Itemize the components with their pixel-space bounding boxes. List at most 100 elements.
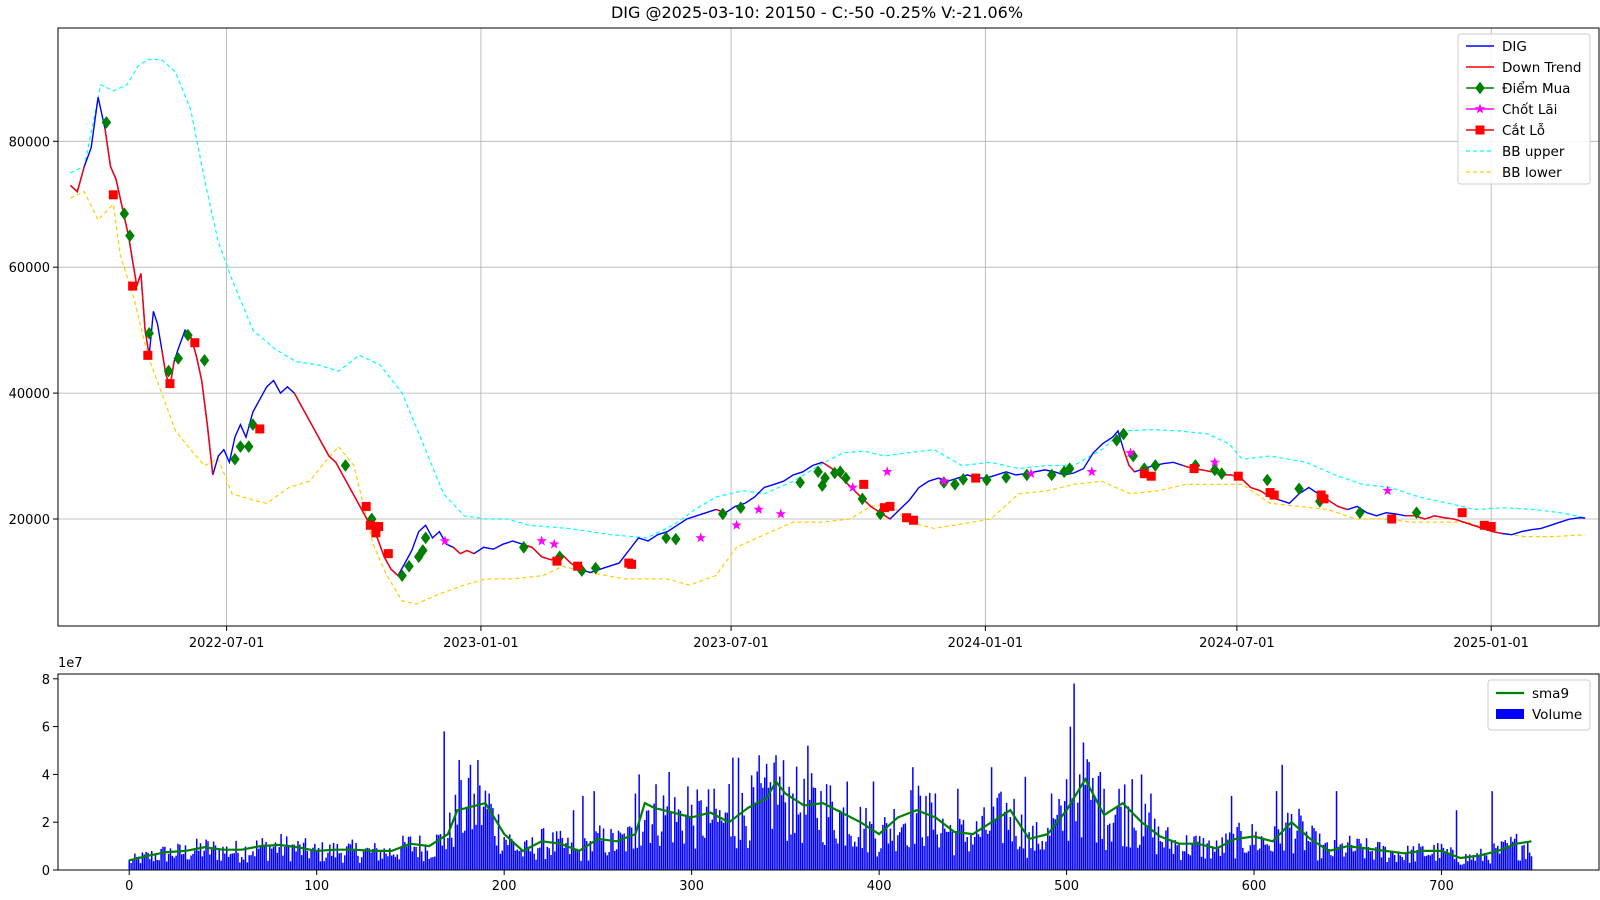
volume-bar — [1122, 846, 1124, 870]
volume-bar — [372, 848, 374, 870]
volume-bar — [679, 810, 682, 870]
volume-bar — [617, 830, 620, 870]
volume-bar — [377, 860, 380, 870]
volume-bar — [741, 792, 744, 870]
volume-bar — [934, 793, 937, 870]
volume-bar — [557, 838, 560, 870]
volume-bar — [544, 859, 547, 870]
volume-bar — [394, 857, 397, 870]
volume-bar — [297, 841, 299, 870]
down-trend-segment — [69, 166, 85, 193]
volume-bar — [857, 837, 860, 870]
volume-bar — [329, 844, 331, 870]
volume-bar — [332, 842, 335, 870]
volume-bar — [426, 850, 429, 870]
buy-point-marker — [1355, 506, 1365, 520]
buy-point-marker — [661, 531, 671, 545]
volume-bar — [666, 806, 669, 870]
volume-bar — [805, 814, 807, 870]
volume-bar — [1373, 859, 1375, 870]
volume-bar — [878, 851, 880, 870]
volume-bar — [932, 829, 935, 870]
volume-bar — [690, 804, 693, 870]
volume-bar — [1018, 846, 1021, 870]
volume-bar — [1095, 842, 1098, 870]
volume-bar — [1048, 835, 1051, 870]
volume-bar — [1114, 814, 1117, 870]
down-trend-segment — [452, 546, 475, 555]
volume-bar — [321, 842, 324, 870]
volume-bar — [762, 787, 764, 870]
volume-bar — [147, 852, 149, 870]
volume-bar — [619, 832, 622, 870]
volume-bar — [518, 850, 520, 870]
volume-bar — [754, 802, 757, 870]
legend-marker — [1474, 103, 1486, 114]
volume-bar — [1112, 822, 1115, 870]
volume-bar — [1438, 858, 1441, 870]
stop-loss-marker — [143, 350, 153, 360]
volume-bar — [600, 840, 603, 870]
volume-bar — [904, 823, 907, 870]
volume-bar — [420, 851, 423, 870]
take-profit-marker — [1125, 447, 1136, 458]
stop-loss-marker — [902, 513, 912, 523]
volume-bar — [1382, 845, 1385, 870]
legend-label: Cắt Lỗ — [1502, 122, 1545, 139]
volume-bar — [1163, 847, 1165, 870]
volume-bar — [726, 812, 729, 870]
volume-bar — [816, 817, 818, 870]
volume-bar — [180, 854, 183, 870]
volume-bar — [715, 808, 717, 870]
volume-bar — [990, 767, 993, 870]
volume-bar — [540, 829, 543, 870]
volume-bar — [735, 848, 738, 870]
volume-bar — [912, 767, 914, 870]
stop-loss-marker — [627, 559, 637, 569]
volume-x-tick-label: 600 — [1242, 879, 1267, 894]
volume-bar — [1009, 816, 1012, 870]
volume-bar — [231, 853, 234, 870]
volume-bar — [467, 777, 470, 870]
volume-bar — [1510, 836, 1512, 870]
volume-bar — [1437, 843, 1439, 870]
buy-point-marker — [199, 353, 210, 367]
volume-bar — [325, 857, 327, 870]
volume-bar — [747, 847, 749, 870]
volume-bar — [966, 837, 968, 870]
volume-bar — [1429, 855, 1432, 870]
volume-bar — [955, 832, 957, 870]
price-grid — [58, 28, 1599, 626]
volume-bar — [649, 842, 652, 870]
volume-x-tick-label: 200 — [492, 879, 517, 894]
volume-bar — [780, 795, 783, 870]
volume-x-axis-ticks: 0 100 200 300 400 500 600 700 — [125, 870, 1454, 894]
volume-bar — [353, 849, 355, 870]
volume-bar — [1416, 850, 1418, 870]
volume-y-tick-label: 4 — [42, 768, 50, 783]
legend-label: BB upper — [1502, 144, 1565, 160]
volume-bar — [850, 835, 852, 870]
volume-bar — [492, 808, 494, 870]
volume-bar — [704, 837, 706, 870]
volume-bar — [149, 859, 151, 870]
volume-bar — [1198, 836, 1201, 870]
volume-bar — [700, 800, 702, 870]
volume-bar — [304, 838, 307, 870]
volume-bar — [1202, 838, 1205, 870]
volume-bar — [1461, 864, 1463, 870]
volume-bar — [1483, 852, 1486, 870]
volume-bar — [477, 760, 479, 870]
buy-point-marker — [173, 352, 184, 365]
volume-bar — [981, 815, 983, 870]
volume-y-axis-ticks: 0 2 4 6 8 — [42, 673, 58, 879]
volume-bar — [1073, 683, 1075, 870]
volume-bar — [867, 852, 869, 870]
stop-loss-marker — [108, 190, 118, 200]
volume-bar — [1504, 840, 1507, 870]
volume-y-tick-label: 6 — [42, 721, 50, 736]
volume-x-tick-label: 700 — [1429, 879, 1454, 894]
volume-bar — [169, 848, 172, 870]
volume-bar — [1525, 859, 1527, 870]
volume-bar — [1071, 798, 1073, 870]
